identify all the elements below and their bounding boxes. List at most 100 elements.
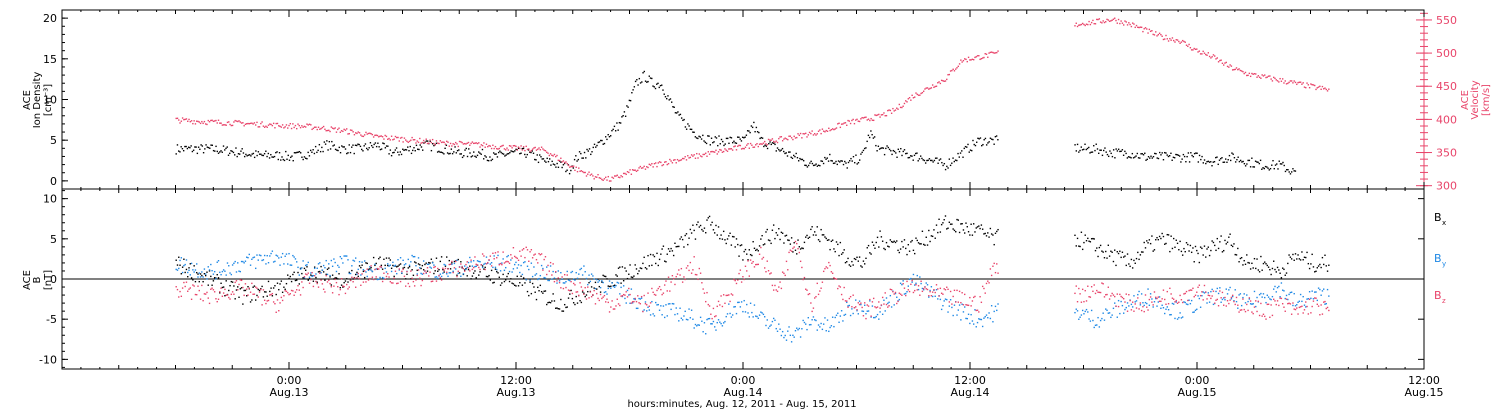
by-point [1121, 304, 1124, 307]
by-point [1093, 326, 1095, 329]
bx-point [1249, 268, 1252, 270]
density-point [891, 153, 893, 156]
bx-point [313, 266, 316, 268]
bx-point [494, 268, 497, 270]
bx-point [238, 296, 240, 298]
velocity-point [180, 120, 183, 122]
bz-point [744, 265, 747, 267]
bz-point [242, 286, 244, 289]
density-point [1248, 159, 1251, 162]
by-point [869, 300, 871, 302]
by-point [324, 267, 326, 269]
velocity-point [1235, 67, 1238, 69]
bz-point [440, 279, 443, 281]
bx-point [324, 279, 326, 281]
bz-point [546, 273, 548, 276]
bz-point [553, 280, 556, 283]
velocity-point [1090, 21, 1093, 24]
density-point [656, 83, 658, 85]
bx-point [288, 277, 290, 280]
density-point [491, 158, 494, 161]
bx-point [971, 234, 974, 236]
bz-point [417, 269, 420, 271]
by-point [1108, 312, 1111, 314]
velocity-point [997, 50, 999, 52]
bz-point [1323, 301, 1325, 303]
bx-point [331, 274, 334, 276]
bx-point [935, 224, 938, 226]
velocity-point [178, 119, 180, 121]
bz-point [511, 257, 513, 259]
bz-point [1328, 309, 1330, 312]
by-point [997, 303, 999, 305]
bx-point [1076, 237, 1079, 240]
by-point [1196, 308, 1198, 311]
velocity-point [275, 122, 277, 125]
density-point [979, 137, 982, 139]
by-point [1172, 303, 1175, 305]
bz-point [735, 282, 738, 285]
bz-point [507, 261, 509, 263]
bx-point [1248, 262, 1251, 264]
by-point [344, 255, 347, 257]
density-point [1253, 166, 1256, 168]
density-point [674, 112, 677, 114]
bz-point [1094, 292, 1097, 295]
density-point [243, 155, 246, 158]
density-point [622, 115, 624, 117]
velocity-point [887, 109, 889, 112]
bx-point [493, 281, 495, 284]
bx-point [399, 263, 402, 265]
velocity-point [587, 173, 589, 175]
bz-point [571, 292, 574, 295]
bx-point [347, 281, 349, 283]
by-point [608, 280, 611, 282]
bz-point [188, 288, 190, 290]
bz-point [1121, 296, 1124, 299]
velocity-point [708, 153, 711, 155]
bz-point [288, 293, 290, 296]
velocity-point [647, 166, 649, 169]
velocity-point [653, 162, 656, 165]
density-point [958, 156, 960, 158]
bz-point [547, 264, 549, 267]
density-point [278, 152, 281, 154]
bz-point [1215, 299, 1217, 301]
bz-point [1074, 292, 1076, 295]
density-point [1181, 158, 1183, 160]
velocity-point [808, 131, 811, 134]
bx-point [1231, 245, 1234, 248]
bz-point [867, 305, 870, 307]
bx-point [520, 275, 522, 277]
by-point [1316, 299, 1318, 302]
density-point [361, 148, 363, 151]
bz-point [1211, 295, 1213, 297]
by-point [661, 314, 663, 316]
bx-point [467, 268, 470, 271]
by-point [862, 310, 865, 313]
density-point [592, 146, 594, 149]
by-point [1131, 306, 1134, 308]
density-point [905, 152, 907, 155]
velocity-point [738, 144, 740, 147]
density-point [837, 160, 840, 162]
density-point [760, 136, 763, 139]
velocity-point [828, 127, 830, 130]
density-point [860, 153, 862, 155]
density-point [379, 148, 382, 151]
bx-point [1093, 238, 1095, 240]
velocity-point [251, 122, 253, 124]
bx-point [474, 270, 476, 272]
by-point [197, 276, 199, 278]
bx-point [829, 248, 831, 251]
bx-point [1252, 267, 1254, 269]
density-point [881, 147, 883, 149]
by-point [752, 316, 754, 318]
density-point [201, 145, 204, 147]
velocity-point [588, 171, 590, 173]
bx-point [961, 222, 963, 225]
velocity-point [871, 119, 874, 121]
density-point [1247, 159, 1249, 162]
bz-point [1102, 283, 1104, 285]
velocity-point [701, 155, 703, 158]
